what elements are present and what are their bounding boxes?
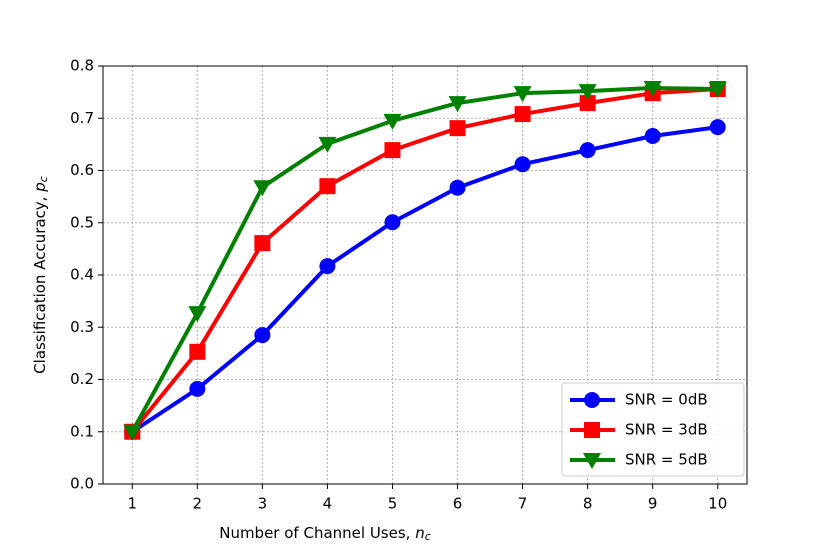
marker	[189, 380, 206, 397]
legend-box	[561, 382, 745, 477]
marker	[384, 142, 401, 159]
marker	[514, 106, 531, 123]
y-tick-label: 0.0	[70, 475, 94, 493]
series-line	[131, 125, 718, 434]
x-tick-label: 1	[127, 495, 137, 513]
y-label-var: p	[31, 182, 49, 193]
marker	[318, 136, 337, 153]
x-tick-label: 10	[708, 495, 727, 513]
y-tick-label: 0.5	[70, 213, 94, 231]
y-tick-label: 0.6	[70, 161, 94, 179]
y-tick-label: 0.7	[70, 109, 94, 127]
y-tick-label: 0.3	[70, 318, 94, 336]
marker	[578, 84, 597, 101]
marker	[579, 142, 596, 159]
marker	[449, 179, 466, 196]
x-tick-label: 5	[388, 495, 398, 513]
x-axis-label: Number of Channel Uses, nc	[219, 524, 431, 544]
marker	[709, 119, 726, 136]
marker	[383, 113, 402, 130]
y-tick-label: 0.1	[70, 422, 94, 440]
y-tick-label: 0.4	[70, 266, 94, 284]
x-tick-label: 2	[193, 495, 203, 513]
marker	[384, 214, 401, 231]
y-label-sub: c	[37, 176, 50, 182]
legend-marker	[584, 422, 600, 438]
marker	[189, 343, 206, 360]
x-label-var: n	[415, 524, 425, 542]
legend-marker	[584, 392, 600, 408]
x-tick-label: 3	[258, 495, 268, 513]
y-axis-label: Classification Accuracy, pc	[31, 176, 51, 374]
x-tick-label: 4	[323, 495, 333, 513]
marker	[253, 180, 272, 197]
marker	[644, 128, 661, 145]
marker	[513, 86, 532, 103]
y-tick-label: 0.2	[70, 370, 94, 388]
marker	[579, 95, 596, 112]
y-tick-label: 0.8	[70, 57, 94, 75]
marker	[188, 306, 207, 323]
marker	[449, 120, 466, 137]
marker	[254, 327, 271, 344]
marker	[254, 235, 271, 252]
x-label-text: Number of Channel Uses,	[219, 524, 415, 542]
x-tick-label: 8	[583, 495, 593, 513]
legend-marker	[583, 453, 601, 469]
legend-label: SNR = 3dB	[625, 421, 708, 439]
y-label-text: Classification Accuracy,	[31, 192, 49, 374]
plot-frame	[102, 65, 748, 485]
legend: SNR = 0dB SNR = 3dB SNR = 5dB	[561, 382, 745, 477]
legend-label: SNR = 0dB	[625, 391, 708, 409]
marker	[123, 424, 142, 441]
x-tick-label: 6	[453, 495, 463, 513]
marker	[319, 258, 336, 275]
marker	[319, 178, 336, 195]
series-line	[130, 86, 718, 434]
marker	[514, 156, 531, 173]
legend-label: SNR = 5dB	[625, 451, 708, 469]
x-label-sub: c	[425, 530, 431, 543]
marker	[448, 96, 467, 113]
marker	[643, 80, 662, 97]
x-tick-label: 9	[648, 495, 658, 513]
series-line	[130, 85, 718, 433]
x-tick-label: 7	[518, 495, 528, 513]
marker	[708, 81, 727, 98]
